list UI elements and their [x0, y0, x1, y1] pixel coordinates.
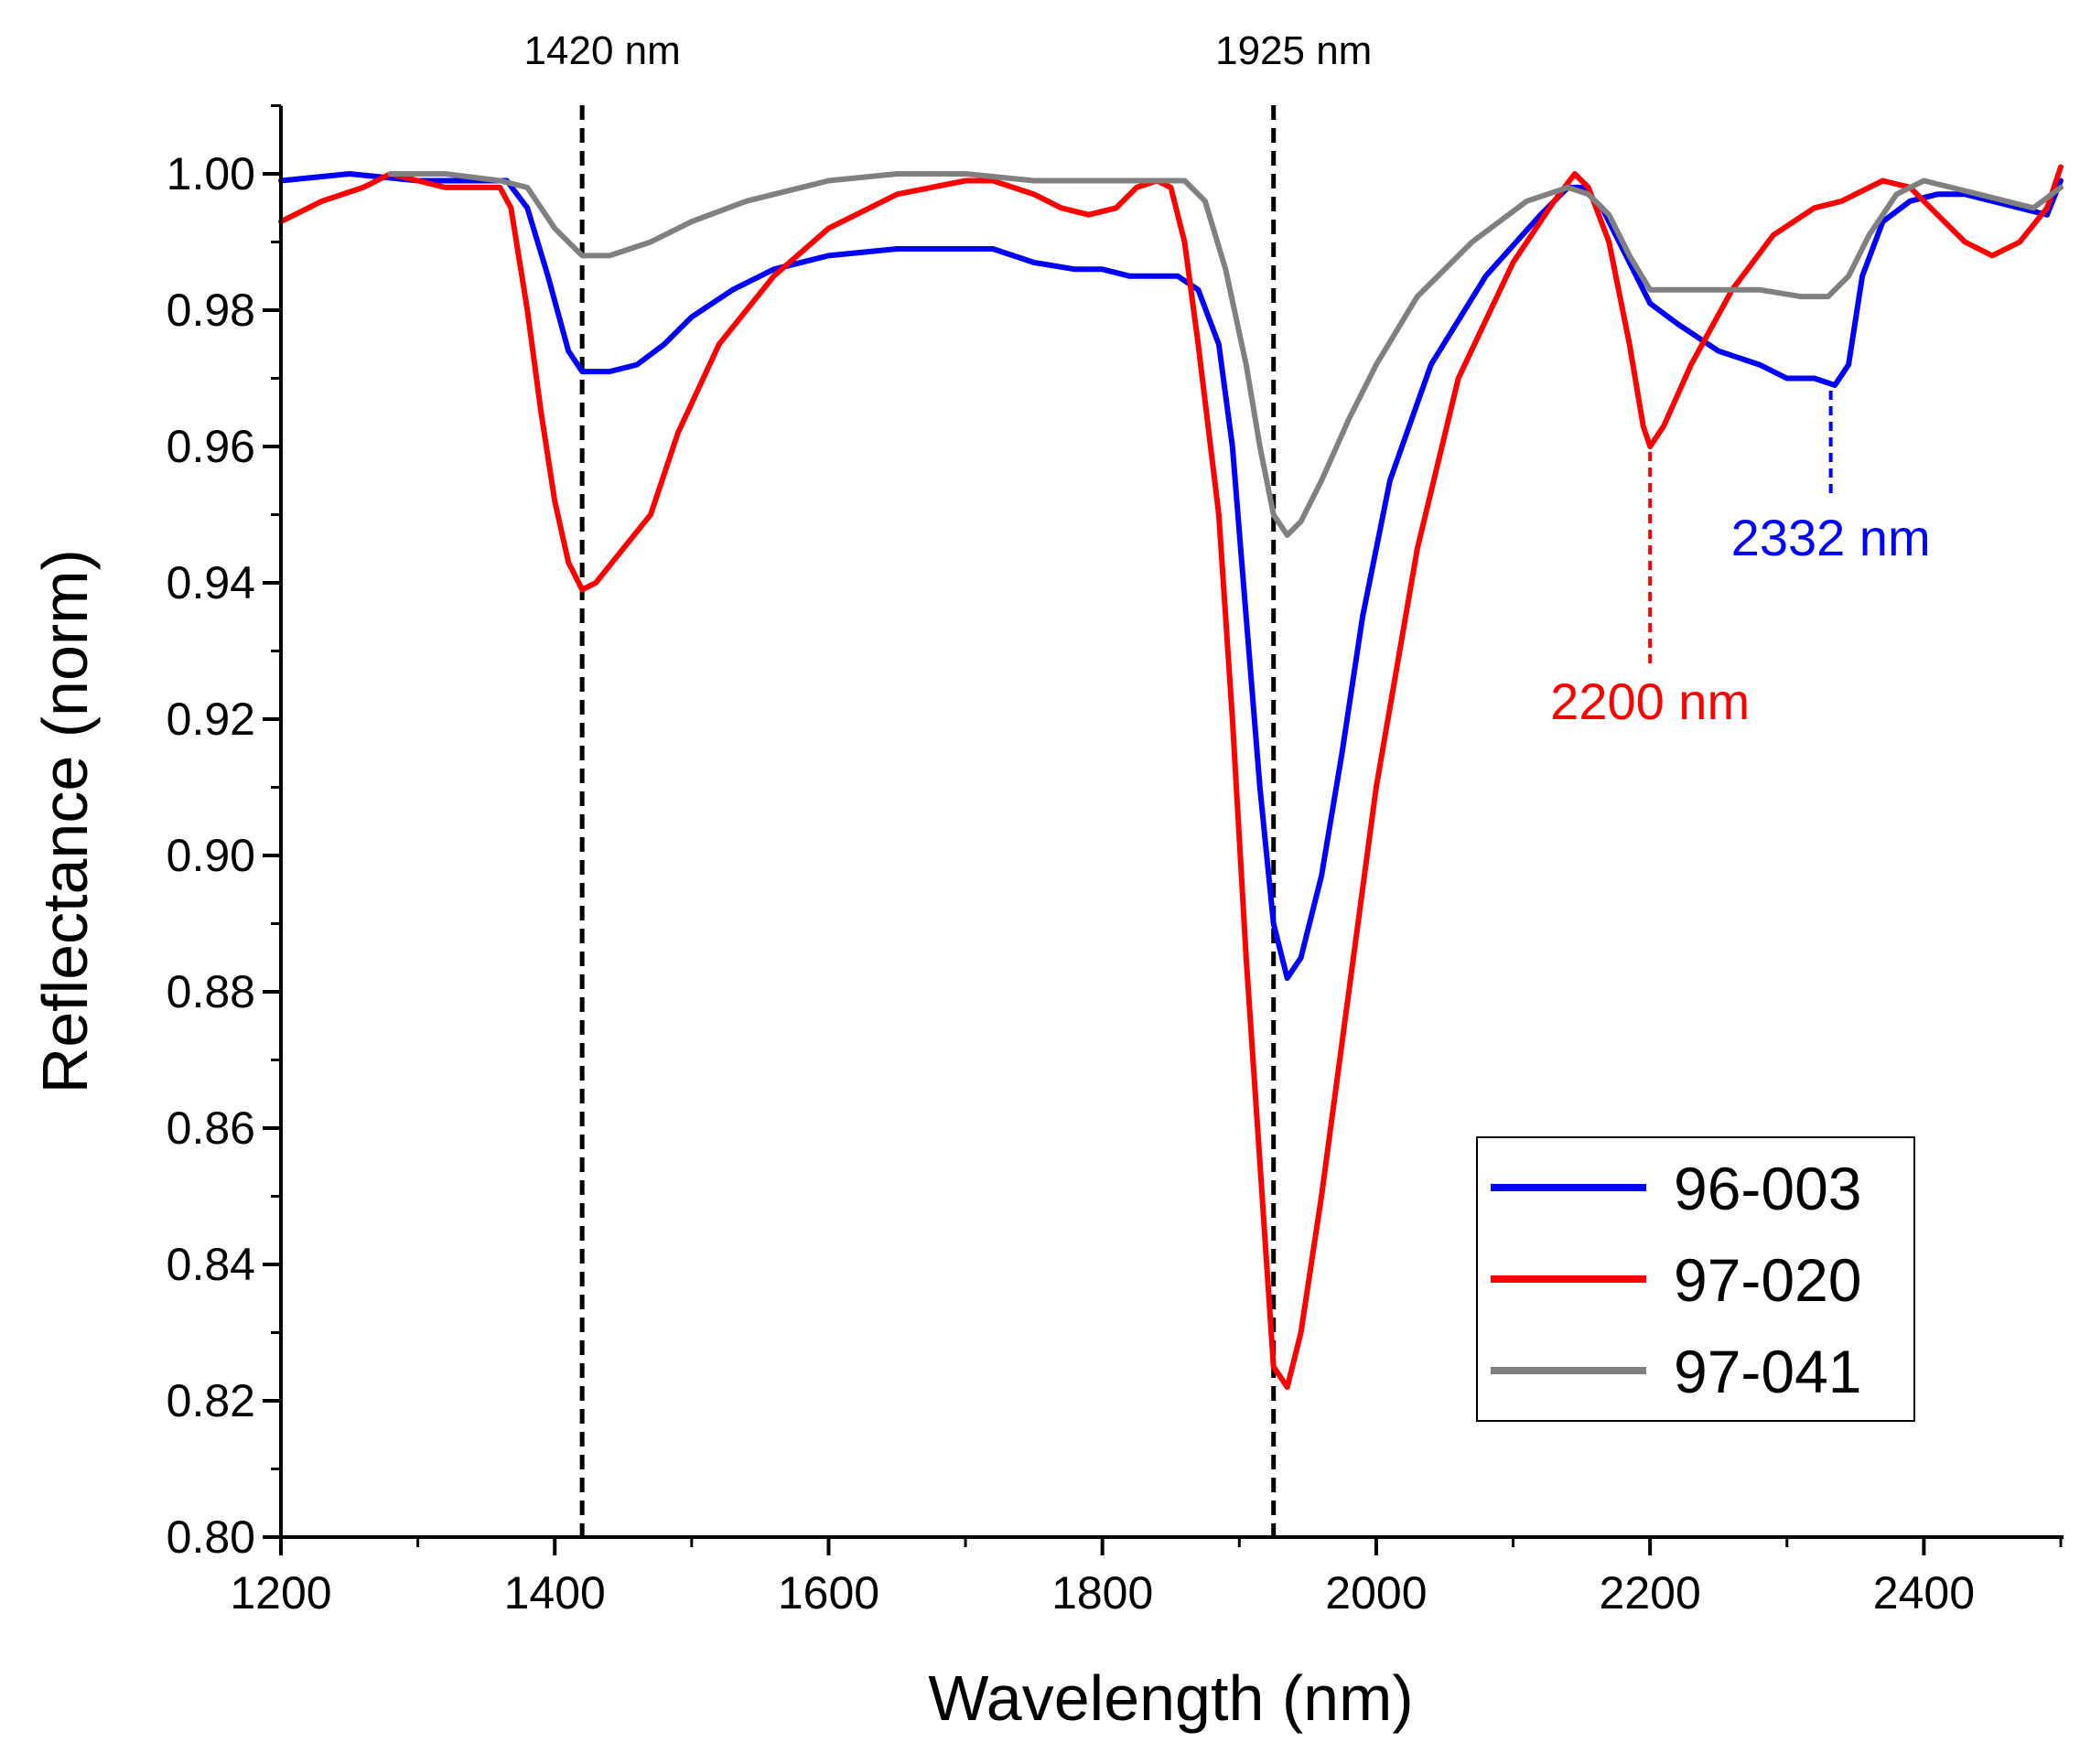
x-axis-title: Wavelength (nm): [928, 1662, 1413, 1734]
y-tick-label: 0.82: [167, 1375, 255, 1426]
y-tick-label: 0.86: [167, 1102, 255, 1154]
x-tick-label: 1400: [504, 1567, 606, 1619]
axes: 1200 1400 1600 1800 2000 2200 2400 0.800.820.8…: [29, 104, 2064, 1734]
x-ticks: 1200 1400 1600 1800 2000 2200 2400: [230, 1537, 2063, 1619]
peak-marker-label: 2200 nm: [1550, 672, 1750, 730]
peak-markers: 2200 nm 2332 nm: [1550, 390, 1931, 730]
reference-line-label: 1420 nm: [524, 28, 681, 73]
legend: 96-003 97-020 97-041: [1476, 1136, 1915, 1422]
reference-line-label: 1925 nm: [1215, 28, 1372, 73]
reference-lines: 1420 nm 1925 nm: [524, 28, 1372, 1537]
x-tick-label: 2400: [1873, 1567, 1975, 1619]
y-ticks: 0.80 0.82 0.84 0.86 0.88 0.90 0.92 0.94 0.96 0.98…: [167, 104, 281, 1563]
legend-label-97-020: 97-020: [1674, 1246, 1862, 1314]
x-tick-label: 2000: [1325, 1567, 1427, 1619]
series-line-96-003: [278, 171, 2064, 982]
y-tick-label: 0.88: [167, 966, 255, 1017]
x-tick-label: 1600: [778, 1567, 879, 1619]
legend-label-97-041: 97-041: [1674, 1338, 1862, 1405]
x-tick-label: 2200: [1600, 1567, 1701, 1619]
y-tick-label: 0.92: [167, 694, 255, 745]
y-tick-label: 0.98: [167, 285, 255, 336]
x-tick-label: 1800: [1051, 1567, 1153, 1619]
x-tick-label: 1200: [230, 1567, 331, 1619]
y-axis-title: Reflectance (norm): [29, 549, 101, 1093]
series-layer: [278, 164, 2064, 1391]
y-tick-label: 0.84: [167, 1239, 255, 1290]
series-line-97-020: [278, 164, 2064, 1391]
y-tick-label: 0.96: [167, 421, 255, 472]
y-tick-label: 0.90: [167, 830, 255, 881]
legend-label-96-003: 96-003: [1674, 1155, 1862, 1222]
y-tick-label: 1.00: [167, 148, 255, 199]
y-tick-label: 0.94: [167, 557, 255, 608]
series-line-97-041: [387, 171, 2064, 538]
y-tick-label: 0.80: [167, 1511, 255, 1563]
peak-marker-label: 2332 nm: [1731, 509, 1931, 566]
